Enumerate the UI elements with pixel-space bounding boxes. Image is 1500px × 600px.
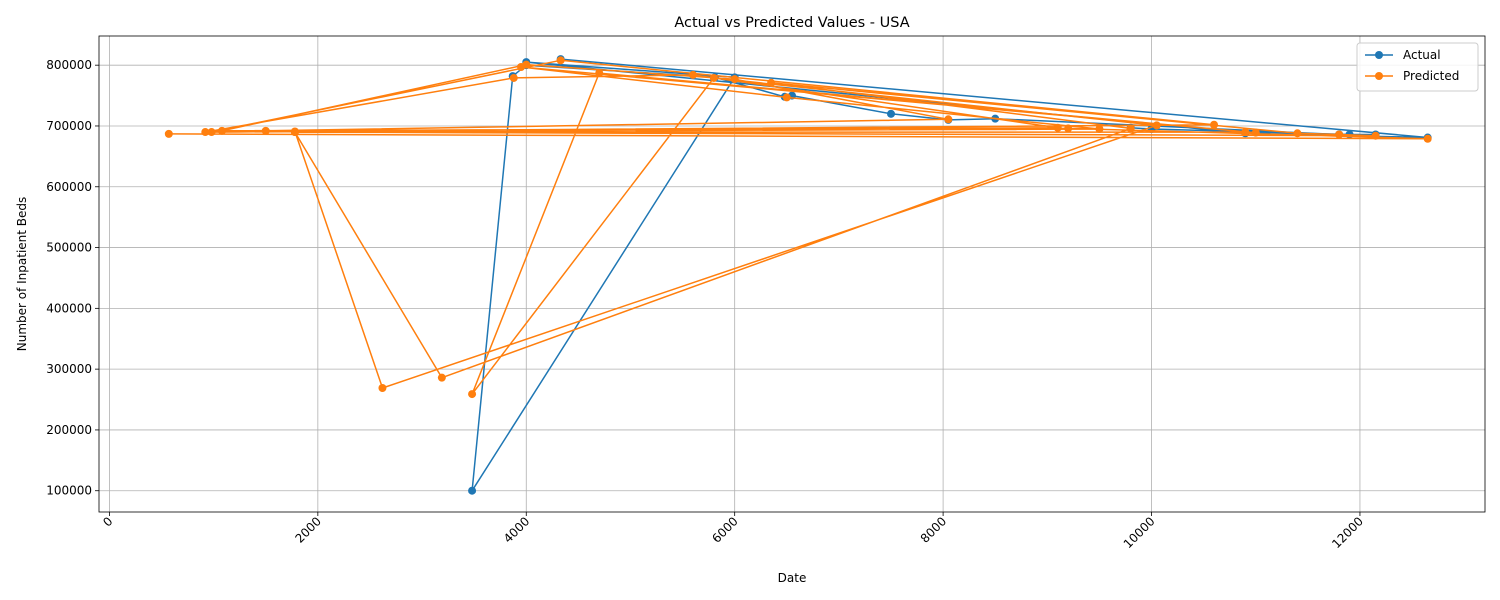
predicted-data-point — [556, 56, 565, 65]
predicted-data-point — [1251, 128, 1260, 137]
predicted-data-point — [1126, 124, 1135, 133]
predicted-data-point — [1335, 130, 1344, 139]
actual-data-point — [887, 109, 895, 118]
predicted-data-point — [730, 75, 739, 84]
predicted-data-point — [378, 383, 387, 392]
predicted-data-point — [517, 63, 526, 72]
legend: Actual Predicted — [1356, 42, 1479, 92]
legend-predicted-label: Predicted — [1403, 69, 1459, 83]
predicted-data-point — [1423, 134, 1432, 143]
predicted-data-point — [689, 70, 697, 79]
predicted-data-point — [207, 128, 216, 137]
predicted-data-point — [261, 126, 270, 135]
y-tick-label: 200000 — [46, 423, 92, 437]
predicted-data-point — [201, 128, 210, 137]
y-axis-title: Number of Inpatient Beds — [15, 197, 29, 352]
y-tick-label: 100000 — [46, 484, 92, 498]
predicted-series-line — [168, 59, 1429, 395]
predicted-data-point — [164, 129, 173, 138]
predicted-data-point — [1095, 125, 1104, 134]
predicted-data-point — [1053, 123, 1062, 132]
predicted-data-point — [217, 126, 226, 135]
axis-ticks: 0 2000 4000 6000 8000 10000 120001000002000003… — [46, 58, 1366, 551]
x-axis-title: Date — [778, 571, 807, 585]
predicted-data-point — [1293, 129, 1302, 138]
legend-predicted-marker — [1375, 72, 1383, 80]
legend-actual-marker — [1375, 51, 1383, 59]
y-tick-label: 500000 — [46, 241, 92, 255]
predicted-data-point — [944, 115, 953, 124]
actual-data-point — [468, 486, 477, 495]
y-tick-label: 400000 — [46, 301, 92, 315]
predicted-data-point — [1371, 131, 1380, 140]
y-tick-label: 600000 — [46, 180, 92, 194]
plot-area-frame — [98, 35, 1486, 513]
predicted-data-point — [767, 78, 776, 87]
predicted-data-point — [290, 128, 299, 137]
predicted-data-point — [1064, 124, 1073, 133]
predicted-data-point — [468, 390, 477, 399]
y-tick-label: 700000 — [46, 119, 92, 133]
predicted-data-point — [782, 93, 791, 102]
legend-actual-label: Actual — [1403, 48, 1441, 62]
predicted-data-point — [437, 373, 446, 382]
predicted-data-point — [1152, 121, 1161, 130]
series-layer — [164, 55, 1432, 495]
predicted-data-point — [709, 73, 718, 82]
y-tick-label: 300000 — [46, 362, 92, 376]
predicted-data-point — [1210, 120, 1219, 129]
predicted-data-point — [1241, 128, 1250, 137]
y-tick-label: 800000 — [46, 58, 92, 72]
predicted-data-point — [595, 69, 604, 78]
chart-title: Actual vs Predicted Values - USA — [674, 15, 909, 31]
grid — [99, 36, 1485, 512]
predicted-data-point — [509, 73, 518, 82]
